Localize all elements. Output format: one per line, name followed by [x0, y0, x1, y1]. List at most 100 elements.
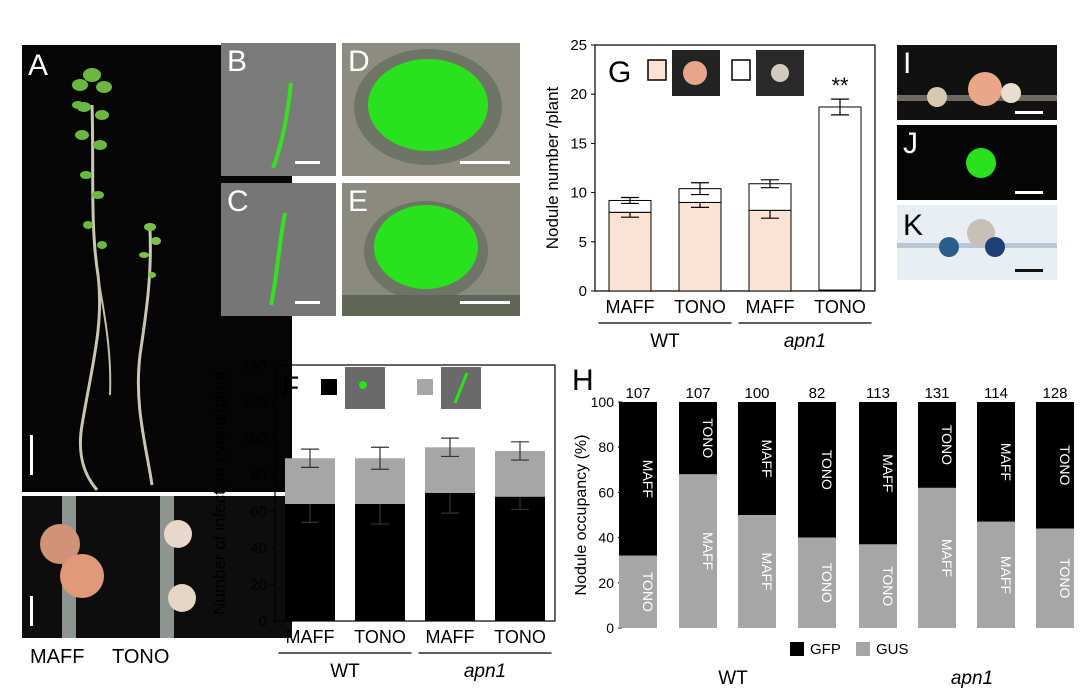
panel-f-label: F [281, 371, 299, 404]
y-tick-label: 10 [570, 185, 587, 202]
bar-gus [1036, 528, 1074, 628]
group-label: WT [650, 331, 680, 350]
bar-gus-strain-label: MAFF [998, 556, 1014, 594]
legend-thumb-pink-nodule-body [683, 61, 707, 85]
bar-gfp-strain-label: TONO [939, 425, 955, 465]
panel-k-label: K [903, 209, 924, 242]
x-category-label: MAFF [426, 627, 475, 647]
bar-segment [495, 496, 545, 621]
legend-swatch-white [731, 59, 751, 81]
panel-j-nodule-gfp: J [897, 125, 1057, 200]
plot-frame [274, 364, 556, 622]
y-tick-label: 20 [570, 86, 587, 103]
bar-segment [818, 106, 862, 291]
bar-gus-strain-label: TONO [640, 572, 656, 612]
bar-gfp [679, 402, 717, 475]
y-tick-label: 120 [242, 394, 267, 411]
x-category-label: TONO [494, 627, 546, 647]
y-tick-label: 140 [242, 357, 267, 374]
legend-label-gfp: GFP [810, 641, 841, 658]
y-tick-label: 15 [570, 135, 587, 152]
bar-segment [608, 211, 652, 292]
bar-gfp-strain-label: TONO [700, 418, 716, 458]
group-label: apn1 [784, 331, 826, 350]
bar-gfp [619, 402, 657, 556]
chart-h-nodule-occupancy: 0 20 40 60 80 100 Nodule occupancy (%) H 107 MAFF… [572, 364, 1074, 689]
bar-gfp-strain-label: TONO [819, 450, 835, 490]
panel-d-nodule-gfp: D [342, 43, 520, 176]
y-tick-label: 25 [570, 37, 587, 54]
legend-swatch-black [321, 379, 337, 395]
y-tick-label: 100 [242, 430, 267, 447]
bar-gfp-strain-label: MAFF [759, 439, 775, 477]
bar-gus [679, 474, 717, 628]
panel-g-label: G [608, 56, 631, 89]
panel-h-label: H [572, 364, 594, 397]
y-tick-label: 80 [598, 439, 614, 455]
bar-gus-strain-label: MAFF [939, 539, 955, 577]
bar-total-label: 107 [685, 385, 710, 402]
panel-k-nodules-gus: K [897, 205, 1057, 280]
bar-gus-strain-label: TONO [1057, 558, 1073, 598]
panel-j-label: J [903, 127, 918, 160]
bar-segment [678, 201, 722, 292]
legend-swatch-peach [647, 59, 667, 81]
legend-thumb-gfp-spot [359, 381, 367, 389]
plot-frame [594, 44, 876, 292]
y-tick-label: 40 [598, 530, 614, 546]
x-category-label: TONO [674, 297, 726, 317]
panel-a-label-tono: TONO [112, 646, 170, 668]
group-label: apn1 [464, 661, 506, 682]
bar-gfp-strain-label: MAFF [998, 443, 1014, 481]
x-category-label: MAFF [286, 627, 335, 647]
bar-segment [285, 503, 335, 621]
y-tick-label: 5 [579, 234, 587, 251]
group-label: apn1 [951, 668, 993, 689]
bar-gus [859, 544, 897, 628]
bar-gus [798, 537, 836, 628]
legend-thumb-white-nodule-body [771, 64, 789, 82]
panel-a-label: A [28, 49, 49, 82]
panel-d-label: D [348, 45, 370, 78]
y-tick-label: 60 [250, 503, 267, 520]
y-tick-label: 0 [259, 613, 267, 630]
bar-total-label: 131 [924, 385, 949, 402]
plant-shoots-roots-image [30, 68, 161, 491]
bar-gus [977, 521, 1015, 628]
panel-b-label: B [227, 45, 248, 78]
bar-gus-strain-label: TONO [819, 563, 835, 603]
bar-gfp [918, 402, 956, 488]
bar-gus-strain-label: MAFF [759, 552, 775, 590]
legend-swatch-gus [856, 642, 870, 656]
y-tick-label: 80 [250, 467, 267, 484]
bar-total-label: 107 [625, 385, 650, 402]
significance-marker: ** [831, 73, 849, 98]
y-tick-label: 60 [598, 484, 614, 500]
bar-segment [748, 209, 792, 292]
bar-gus [738, 515, 776, 628]
panel-e-label: E [348, 185, 369, 218]
bar-gus [619, 555, 657, 628]
bar-total-label: 82 [809, 385, 826, 402]
bar-gfp-strain-label: MAFF [880, 454, 896, 492]
bar-gfp [859, 402, 897, 545]
legend-swatch-gray [417, 379, 433, 395]
bar-total-label: 113 [866, 385, 890, 402]
bar-gfp [738, 402, 776, 515]
panel-i-label: I [903, 47, 912, 80]
y-tick-label: 20 [250, 576, 267, 593]
chart-f-infection-events: 0 20 40 60 80 100 120 140 Number of infection ev… [210, 357, 556, 682]
y-tick-label: 0 [606, 620, 614, 636]
panel-b-infection-thread: B [221, 43, 336, 176]
panel-c-label: C [227, 185, 249, 218]
x-category-label: MAFF [746, 297, 795, 317]
x-category-label: TONO [354, 627, 406, 647]
legend-thumb-gfp-thread [453, 372, 469, 404]
panel-c-infection-thread: C [221, 183, 336, 316]
bar-gus-strain-label: MAFF [700, 532, 716, 570]
panel-a-label-maff: MAFF [30, 646, 85, 668]
bar-gfp [977, 402, 1015, 522]
bar-gfp-strain-label: MAFF [640, 460, 656, 498]
group-label: WT [718, 668, 748, 689]
panel-e-nodule-gfp: E [342, 183, 520, 316]
